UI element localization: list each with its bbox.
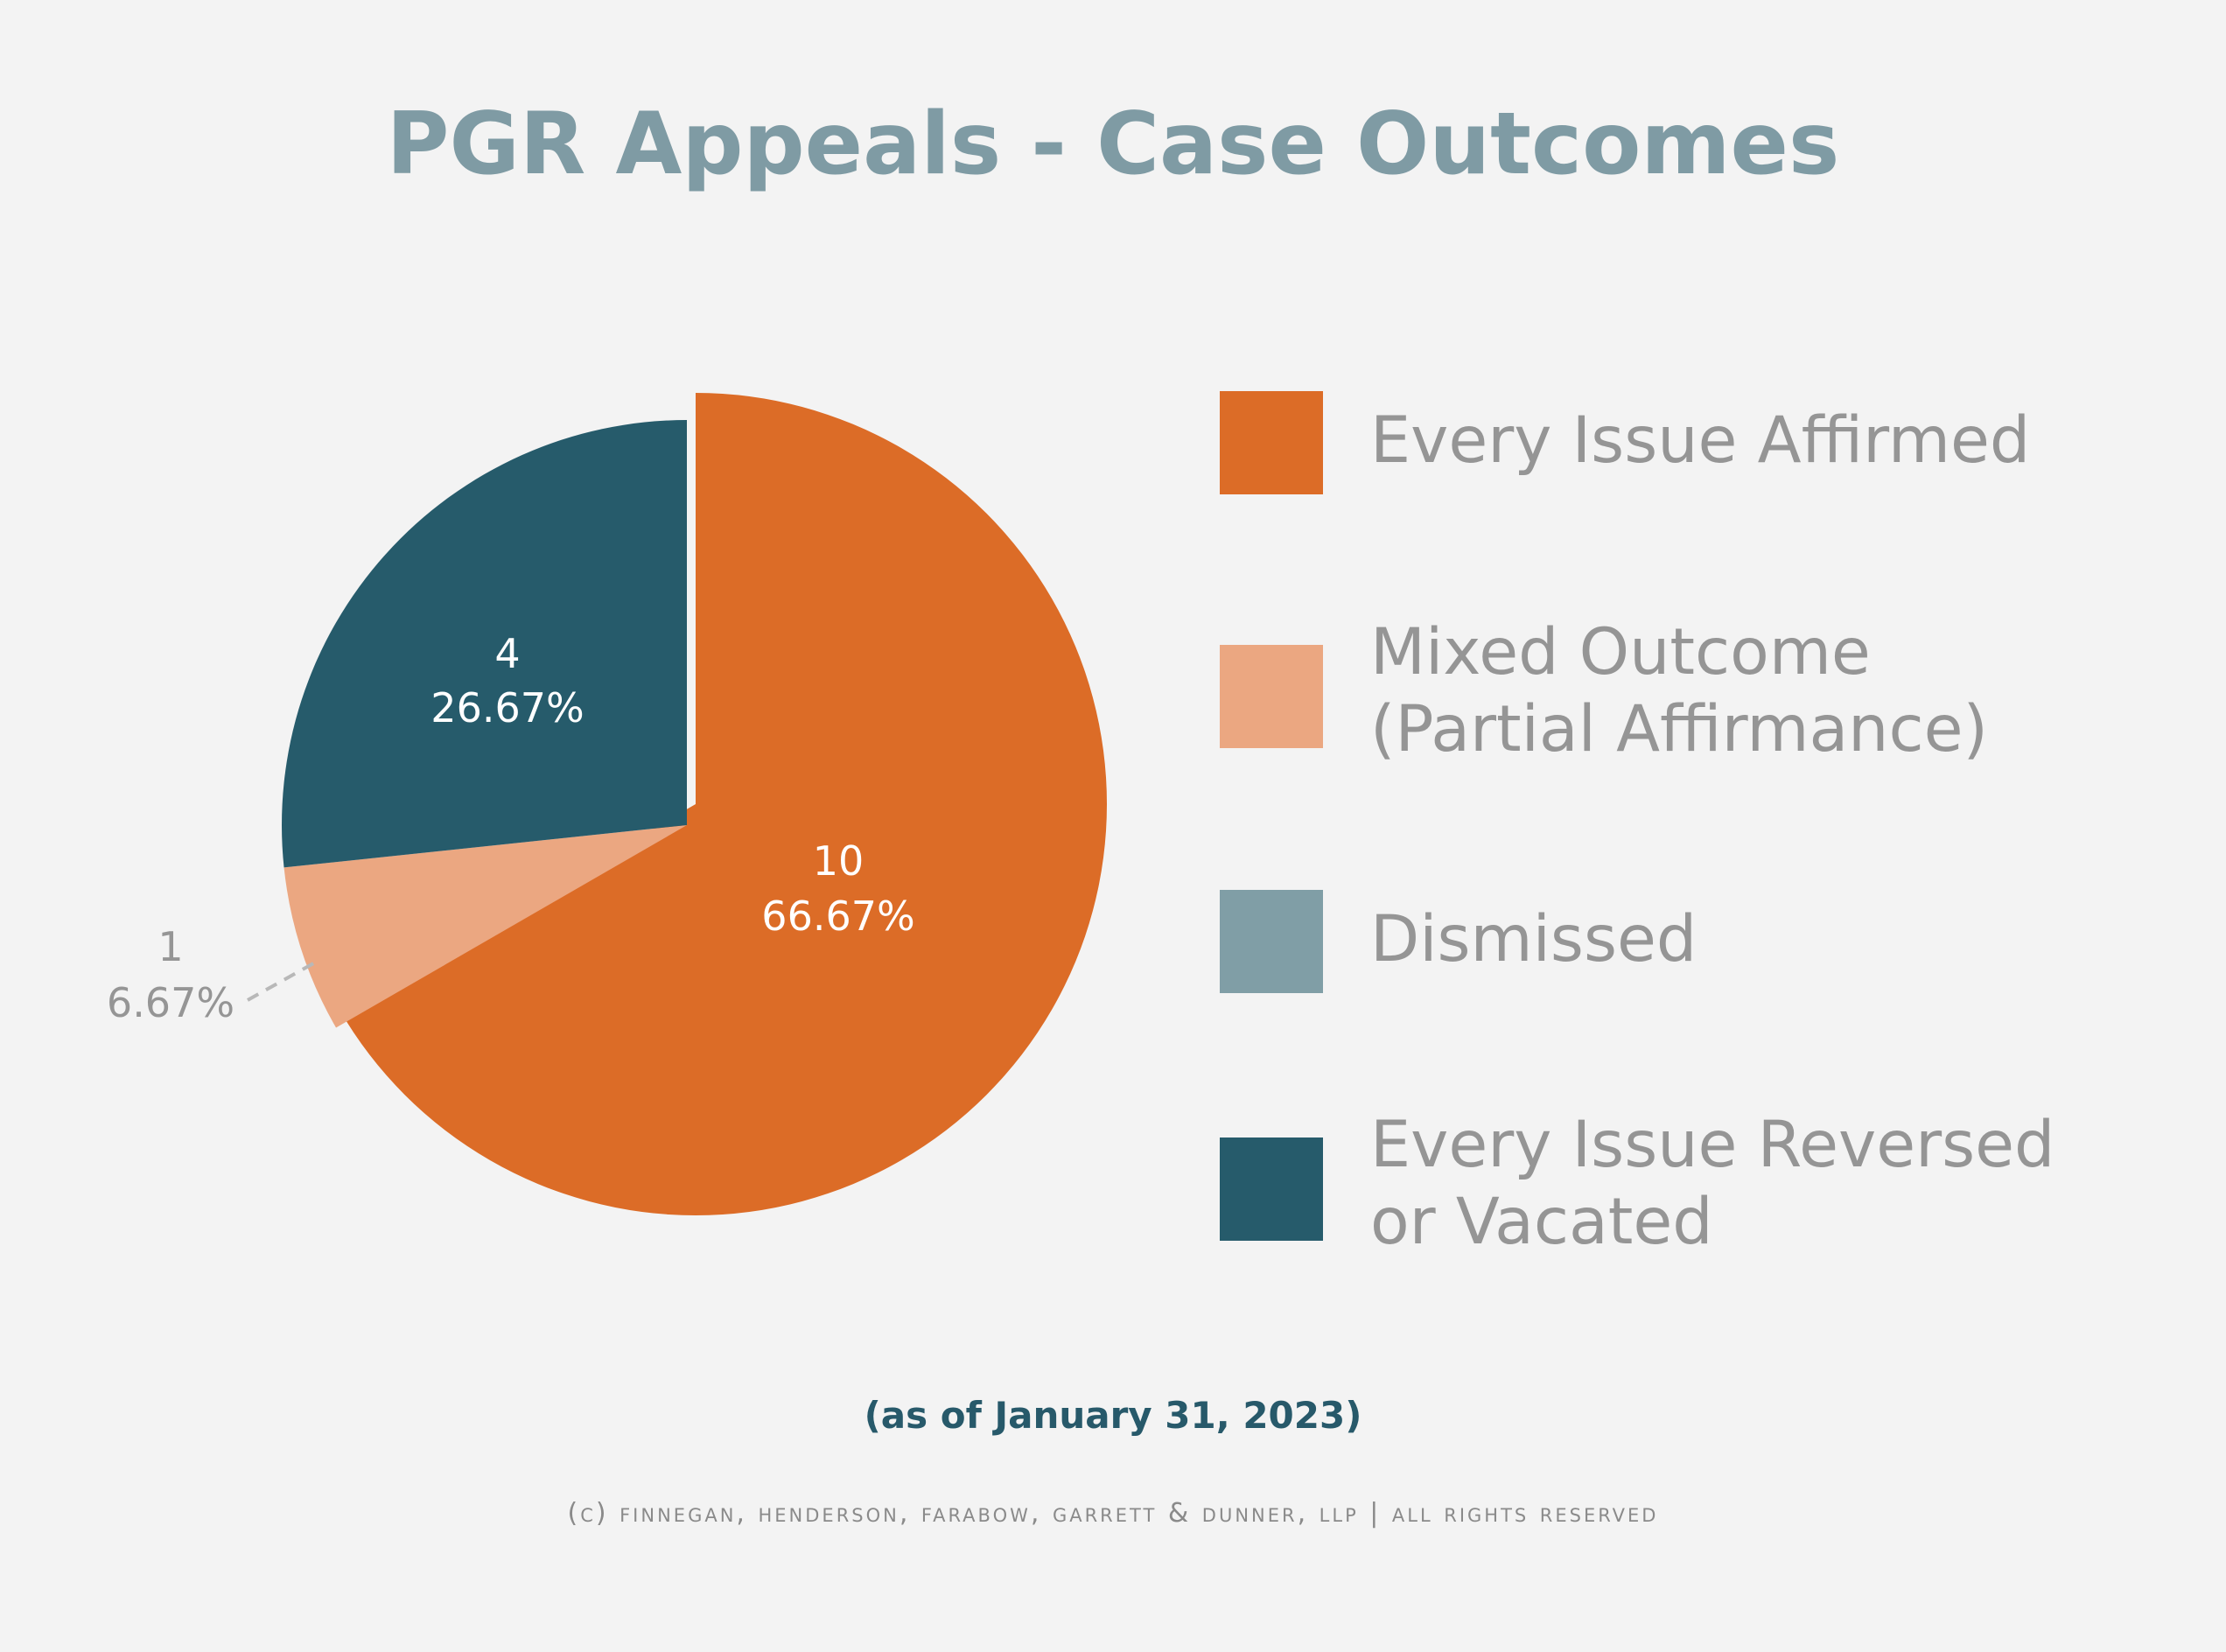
slice-percent-label-reversed: 26.67% [430, 684, 584, 732]
legend-label: Mixed Outcome (Partial Affirmance) [1370, 615, 1988, 766]
legend-label: Every Issue Affirmed [1370, 403, 2031, 478]
pie-slice-every-issue-affirmed [339, 393, 1107, 1215]
slice-percent-label-affirmed: 66.67% [761, 892, 914, 940]
legend-label: Dismissed [1370, 902, 1698, 976]
pie-slice-every-issue-reversed [282, 420, 687, 868]
legend-swatch [1220, 391, 1323, 494]
as-of-date-note: (as of January 31, 2023) [864, 1394, 1362, 1437]
slice-count-label-affirmed: 10 [813, 837, 864, 885]
copyright-footer: (c) finnegan, henderson, farabow, garret… [567, 1498, 1659, 1529]
slice-count-label-reversed: 4 [494, 630, 520, 677]
legend-swatch [1220, 645, 1323, 748]
pie-slice-mixed-outcome [284, 825, 687, 1028]
legend-label: Every Issue Reversed or Vacated [1370, 1108, 2055, 1259]
mixed-outcome-leader-line [247, 961, 316, 1002]
legend-swatch [1220, 890, 1323, 993]
slice-count-label-mixed: 1 [158, 923, 183, 970]
chart-title: PGR Appeals - Case Outcomes [386, 94, 1840, 194]
pie-chart: 10 66.67% 1 6.67% 4 26.67% [107, 393, 1107, 1215]
legend-swatch [1220, 1138, 1323, 1241]
slice-percent-label-mixed: 6.67% [107, 979, 234, 1026]
